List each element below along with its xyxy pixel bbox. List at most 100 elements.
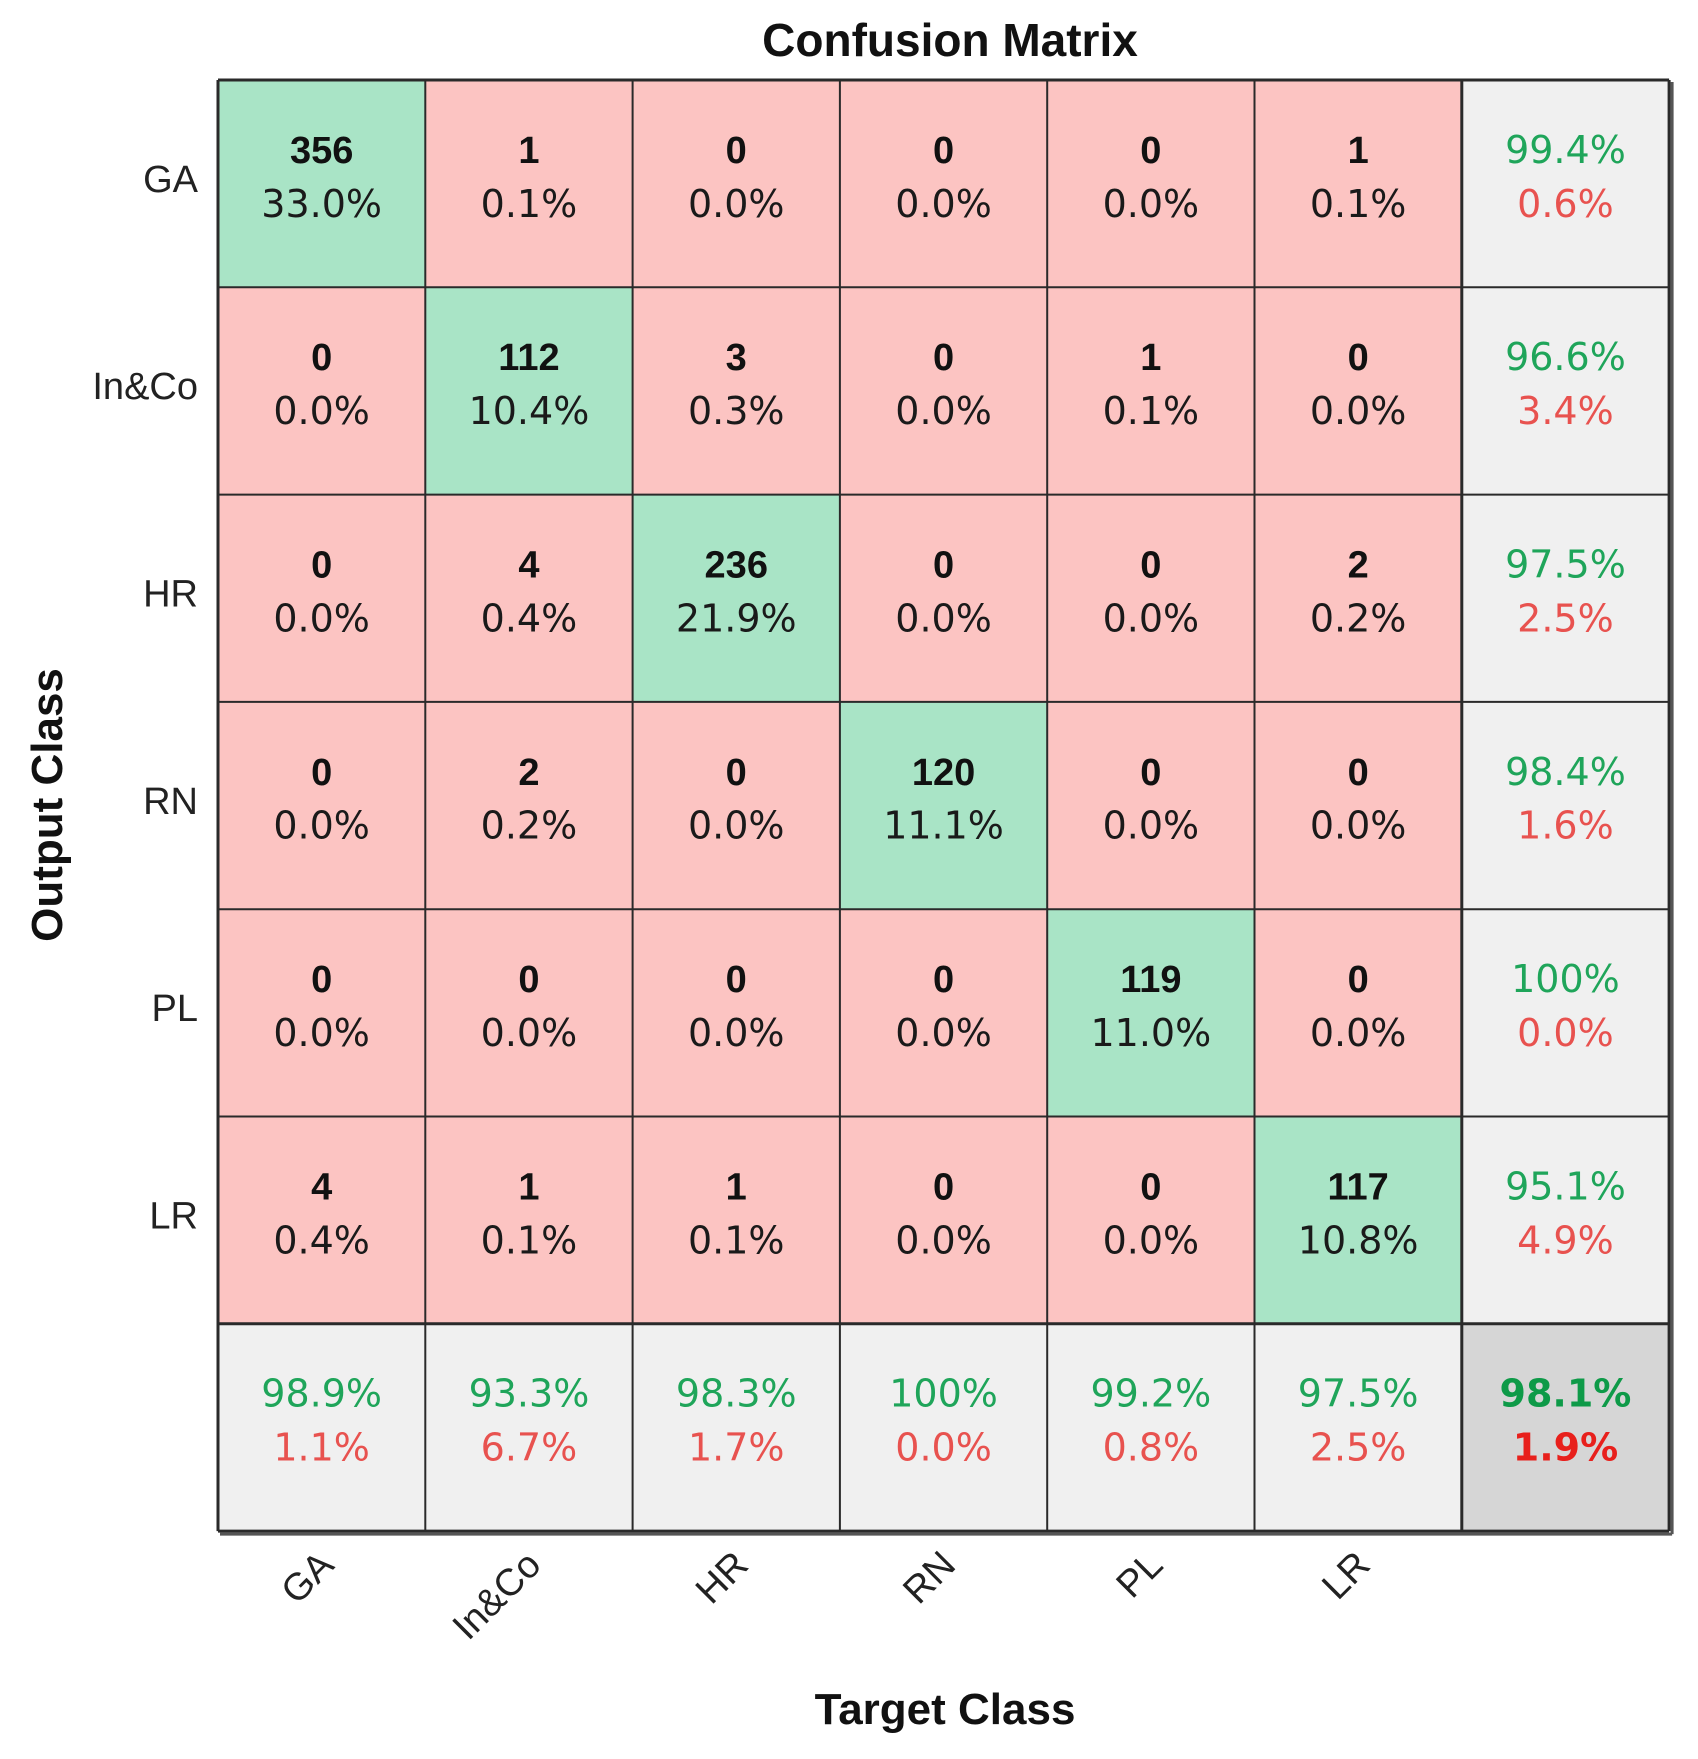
column-tick-label: RN [895,1544,964,1613]
matrix-cell-r0-c1 [425,80,633,288]
row-tick-labels: GA In&Co HR RN PL LR [92,159,198,1238]
cell-percent: 0.0% [1310,804,1407,848]
column-summary-correct: 98.3% [676,1372,797,1416]
column-summary-correct: 97.5% [1298,1372,1419,1416]
cell-count: 236 [705,545,768,587]
cell-percent: 0.0% [273,389,370,433]
row-summary-error: 2.5% [1517,596,1614,640]
cell-percent: 0.0% [895,182,992,226]
matrix-cell-r0-c4 [1047,80,1255,288]
matrix-cell-r3-c1 [425,701,633,910]
cell-percent: 21.9% [676,596,797,640]
cell-count: 0 [726,752,747,794]
row-summary-correct: 97.5% [1505,543,1626,587]
cell-count: 0 [1140,752,1161,794]
cell-percent: 0.0% [895,389,992,433]
cell-count: 2 [1348,545,1369,587]
matrix-cell-r3-c2 [632,701,840,910]
cell-count: 117 [1327,1166,1388,1208]
cell-count: 0 [518,959,539,1001]
cell-count: 0 [1348,337,1369,379]
cell-percent: 0.2% [481,804,578,848]
cell-percent: 0.1% [481,182,578,226]
cell-percent: 0.0% [481,1011,578,1055]
row-summary-error: 3.4% [1517,389,1614,433]
matrix-cell-r2-c5 [1254,494,1462,702]
row-summary-correct: 95.1% [1505,1164,1626,1208]
cell-percent: 33.0% [261,182,382,226]
cell-count: 3 [726,337,747,379]
matrix-cell-r1-c2 [632,287,840,495]
row-summary-cell-0 [1461,80,1670,288]
cell-count: 0 [311,337,332,379]
matrix-cell-r3-c0 [218,701,426,910]
cell-count: 119 [1120,959,1181,1001]
matrix-cell-r1-c5 [1254,287,1462,495]
chart-title: Confusion Matrix [762,14,1138,66]
matrix-cell-r0-c5 [1254,80,1462,288]
cell-percent: 0.0% [895,1011,992,1055]
column-summary-cell-3 [839,1323,1048,1532]
row-summary-cell-2 [1461,494,1670,702]
matrix-cell-r4-c1 [425,909,633,1117]
cell-count: 356 [290,130,353,172]
cell-percent: 0.1% [1103,389,1200,433]
cell-percent: 0.0% [273,1011,370,1055]
column-tick-label: LR [1314,1544,1378,1608]
column-tick-label: In&Co [445,1544,549,1648]
cell-count: 120 [912,752,975,794]
cell-percent: 0.4% [481,596,578,640]
cell-percent: 11.0% [1090,1011,1211,1055]
cell-count: 1 [518,1166,539,1208]
row-summary-cell-5 [1461,1116,1670,1324]
cell-percent: 0.1% [481,1218,578,1262]
matrix-cell-r2-c2 [632,494,840,702]
row-summary-correct: 100% [1511,957,1620,1001]
matrix-cell-r4-c4 [1047,909,1255,1117]
cell-count: 112 [498,337,559,379]
column-summary-cell-4 [1047,1323,1255,1532]
row-summary-error: 4.9% [1517,1218,1614,1262]
cell-percent: 0.0% [688,804,785,848]
column-summary-cell-1 [425,1323,633,1532]
matrix-cell-r1-c1 [425,287,633,495]
cell-percent: 0.0% [1103,596,1200,640]
cell-percent: 10.8% [1298,1218,1419,1262]
matrix-cell-r2-c1 [425,494,633,702]
column-summary-error: 6.7% [481,1426,578,1470]
column-summary-correct: 93.3% [469,1372,590,1416]
cell-count: 0 [933,545,954,587]
cell-percent: 0.4% [273,1218,370,1262]
matrix-cell-r5-c5 [1254,1116,1462,1324]
column-summary-correct: 98.9% [261,1372,382,1416]
row-summary-error: 1.6% [1517,804,1614,848]
cell-count: 1 [1348,130,1369,172]
matrix-cell-r4-c2 [632,909,840,1117]
cell-count: 0 [933,1166,954,1208]
row-summary-correct: 96.6% [1505,335,1626,379]
cell-count: 4 [311,1166,332,1208]
column-summary-error: 1.1% [273,1426,370,1470]
cell-percent: 0.3% [688,389,785,433]
cell-percent: 0.2% [1310,596,1407,640]
column-summary-error: 2.5% [1310,1426,1407,1470]
row-summary-cell-4 [1461,909,1670,1117]
cell-count: 0 [1140,1166,1161,1208]
overall-error: 1.9% [1513,1426,1618,1470]
matrix-cell-r1-c3 [839,287,1048,495]
cell-percent: 0.0% [1103,182,1200,226]
column-summary-error: 0.8% [1103,1426,1200,1470]
cell-count: 0 [933,130,954,172]
matrix-cell-r4-c3 [839,909,1048,1117]
matrix-cell-r4-c5 [1254,909,1462,1117]
y-axis-title: Output Class [23,668,72,942]
matrix-cell-r2-c0 [218,494,426,702]
column-summary-correct: 99.2% [1090,1372,1211,1416]
cell-count: 4 [518,545,539,587]
cell-count: 0 [1140,545,1161,587]
cell-percent: 0.0% [1103,804,1200,848]
matrix-cells: 356 33.0% 1 0.1% 0 0.0% 0 0.0% 0 0.0% 1 0.1% 99.4% 0.… [218,80,1670,1532]
cell-percent: 11.1% [883,804,1004,848]
cell-count: 0 [726,959,747,1001]
